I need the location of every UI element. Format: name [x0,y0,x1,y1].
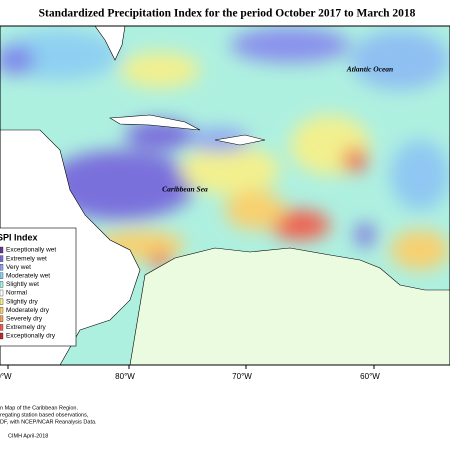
legend-label: Exceptionally dry [6,333,56,340]
legend-swatch [0,298,4,305]
legend-label: Moderately wet [6,273,50,280]
south-america [129,247,450,365]
footnote-line: DF, with NCEP/NCAR Reanalysis Data. [0,419,97,425]
cuba [109,114,201,131]
legend-swatch [0,246,4,254]
legend-swatch [0,307,4,314]
legend-swatch [0,289,4,297]
legend-label: Extremely dry [6,324,46,331]
longitude-label: 60°W [360,372,380,381]
legend-label: Slightly dry [6,298,39,305]
longitude-labels: 0°W 80°W 70°W 60°W [0,365,380,381]
legend-label: Moderately dry [6,307,50,314]
footnote-line: CIMH April-2018 [8,433,48,439]
footnote-line: regating station based observations, [0,412,89,418]
legend-swatch [0,281,4,288]
legend-swatch [0,264,4,271]
sea-label: Caribbean Sea [162,185,208,194]
legend-label: Normal [6,290,28,297]
legend-label: Severely dry [6,316,43,323]
legend-swatch [0,255,4,262]
hispaniola [214,134,266,146]
map-title: Standardized Precipitation Index for the… [39,8,416,20]
legend-label: Exceptionally wet [6,247,56,254]
longitude-label: 80°W [115,372,135,381]
legend-swatch [0,324,4,331]
florida [94,26,126,61]
footnote-line: n Map of the Caribbean Region. [0,405,78,411]
legend-swatch [0,272,4,279]
legend-swatch [0,332,4,340]
map-frame [0,25,450,366]
longitude-label: 0°W [0,372,12,381]
legend-label: Extremely wet [6,255,47,262]
legend-label: Very wet [6,264,31,271]
footnote: n Map of the Caribbean Region.regating s… [0,405,97,439]
legend-swatch [0,315,4,322]
legend-box [0,227,77,347]
ocean-label: Atlantic Ocean [346,65,393,74]
legend-title: SPI Index [0,232,38,242]
legend-label: Slightly wet [6,281,39,288]
longitude-label: 70°W [232,372,252,381]
